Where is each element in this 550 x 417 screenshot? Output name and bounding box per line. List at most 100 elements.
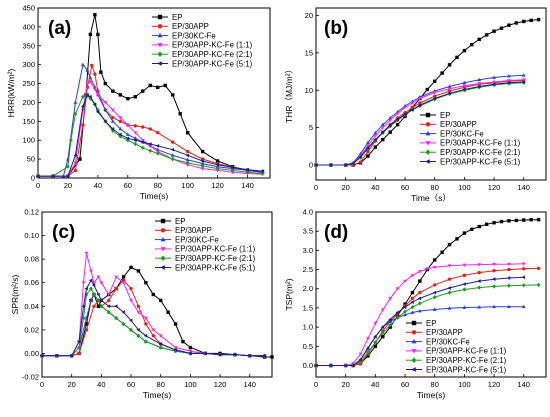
series-line xyxy=(316,74,524,166)
data-point xyxy=(133,141,138,147)
data-point xyxy=(170,147,175,152)
data-point xyxy=(514,218,519,223)
panel-label: (a) xyxy=(48,18,71,39)
data-point xyxy=(402,305,407,310)
panel-label: (d) xyxy=(324,222,348,243)
data-point xyxy=(521,262,526,266)
data-point xyxy=(106,309,111,315)
data-point xyxy=(507,304,511,309)
data-point xyxy=(85,68,90,72)
series-6 xyxy=(313,80,526,167)
data-point xyxy=(173,322,178,326)
data-point xyxy=(111,89,115,93)
data-point xyxy=(492,284,496,289)
data-point xyxy=(388,115,393,120)
series-line xyxy=(42,279,265,357)
data-point xyxy=(185,149,190,154)
data-point xyxy=(447,91,451,96)
legend-marker xyxy=(160,228,166,233)
data-point xyxy=(140,138,145,143)
x-tick-label: 40 xyxy=(97,380,105,389)
data-point xyxy=(447,277,452,281)
data-point xyxy=(103,107,108,112)
data-point xyxy=(432,307,437,311)
chart-panel-1: 0 20 40 60 80 100 120 140 0 50 100 150 200 250 300 350 4… xyxy=(6,4,271,201)
data-point xyxy=(462,231,467,235)
data-point xyxy=(133,138,137,143)
data-point xyxy=(99,298,103,303)
data-point xyxy=(156,85,160,90)
data-point xyxy=(358,154,362,159)
y-axis-label: SPR(m²/s) xyxy=(10,275,20,315)
x-tick-label: 120 xyxy=(211,181,224,190)
data-point xyxy=(462,263,467,267)
data-point xyxy=(418,279,422,283)
data-point xyxy=(432,91,437,95)
data-point xyxy=(200,161,205,166)
legend-marker xyxy=(425,141,431,146)
data-point xyxy=(388,322,393,328)
data-point xyxy=(158,334,163,338)
data-point xyxy=(121,278,126,283)
x-tick-label: 60 xyxy=(401,380,409,389)
legend-marker xyxy=(157,32,163,38)
data-point xyxy=(403,106,407,110)
data-point xyxy=(366,354,370,358)
data-point xyxy=(96,275,101,279)
data-point xyxy=(171,93,175,97)
data-point xyxy=(388,118,393,123)
data-point xyxy=(121,281,126,285)
data-point xyxy=(155,147,160,152)
x-tick-label: 60 xyxy=(401,183,409,192)
data-point xyxy=(418,308,422,313)
data-point xyxy=(96,298,101,303)
legend-marker xyxy=(411,349,417,354)
y-axis-label: TSP(m²) xyxy=(284,278,294,310)
data-point xyxy=(88,32,93,37)
data-point xyxy=(507,267,511,272)
data-point xyxy=(144,322,148,326)
legend-marker xyxy=(157,24,163,29)
chart-panel-3: 0 20 40 60 80 100 120 140 -0.02 0.00 0.02 0.04 0.06 0… xyxy=(10,208,274,400)
panel-label: (b) xyxy=(324,18,348,39)
data-point xyxy=(403,302,407,306)
data-point xyxy=(373,344,378,349)
data-point xyxy=(133,95,137,99)
data-point xyxy=(89,286,93,291)
data-point xyxy=(129,299,133,303)
data-point xyxy=(373,340,378,345)
data-point xyxy=(185,163,190,167)
data-point xyxy=(507,74,511,78)
series-line xyxy=(38,14,263,177)
data-point xyxy=(156,130,160,135)
legend-marker xyxy=(411,330,417,335)
data-point xyxy=(492,277,496,282)
data-point xyxy=(106,293,111,297)
y-tick-label: 450 xyxy=(22,4,35,13)
data-point xyxy=(380,325,385,329)
data-point xyxy=(373,145,378,149)
legend-marker xyxy=(160,218,166,224)
legend-marker xyxy=(425,159,430,164)
data-point xyxy=(200,163,205,169)
legend-label: EP/30KC-Fe xyxy=(426,337,470,346)
data-point xyxy=(151,334,155,338)
data-point xyxy=(96,304,101,308)
data-point xyxy=(499,26,504,30)
data-point xyxy=(403,309,407,314)
legend-label: EP/30KC-Fe xyxy=(172,31,216,40)
data-point xyxy=(173,348,177,352)
data-point xyxy=(232,352,237,357)
data-point xyxy=(447,242,452,247)
legend-marker xyxy=(157,43,163,48)
data-point xyxy=(121,321,126,327)
y-tick-label: 300 xyxy=(22,60,35,69)
data-point xyxy=(410,101,415,106)
data-point xyxy=(462,305,467,309)
data-point xyxy=(188,345,193,350)
data-point xyxy=(215,162,219,167)
data-point xyxy=(432,96,437,101)
data-point xyxy=(81,123,85,127)
data-point xyxy=(380,130,385,135)
legend-marker xyxy=(157,14,163,20)
